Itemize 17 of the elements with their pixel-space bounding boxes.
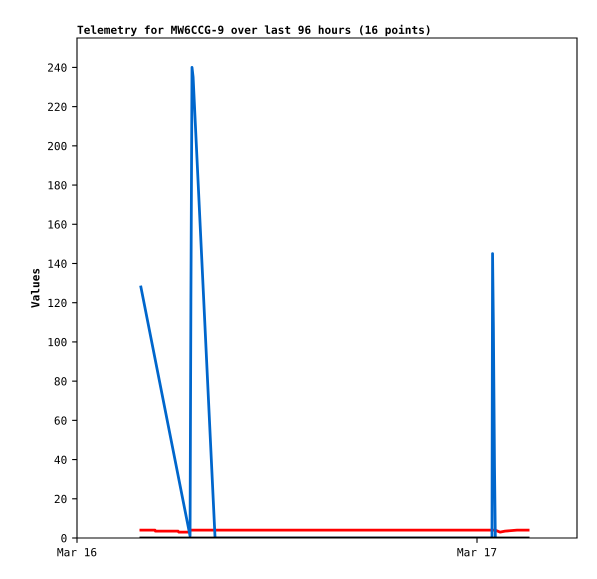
y-tick-label: 160 (48, 220, 67, 229)
y-tick-label: 40 (54, 456, 67, 464)
y-tick-label: 20 (54, 494, 67, 504)
y-tick-label: 240 (48, 63, 67, 72)
y-axis-title: Values (30, 268, 40, 308)
y-tick-label: 180 (48, 181, 67, 190)
y-tick-label: 220 (48, 102, 67, 112)
y-tick-label: 80 (54, 377, 67, 386)
y-tick-label: 60 (54, 416, 67, 425)
x-tick-label: Mar 17 (457, 548, 496, 556)
y-tick-label: 100 (48, 338, 67, 346)
y-tick-label: 120 (48, 298, 67, 308)
y-tick-label: 0 (61, 534, 67, 542)
x-tick-label: Mar 16 (57, 548, 96, 556)
y-tick-label: 140 (48, 259, 67, 268)
chart-title: Telemetry for MW6CCG-9 over last 96 hours (16 points) (77, 24, 430, 36)
y-tick-label: 200 (48, 142, 67, 150)
